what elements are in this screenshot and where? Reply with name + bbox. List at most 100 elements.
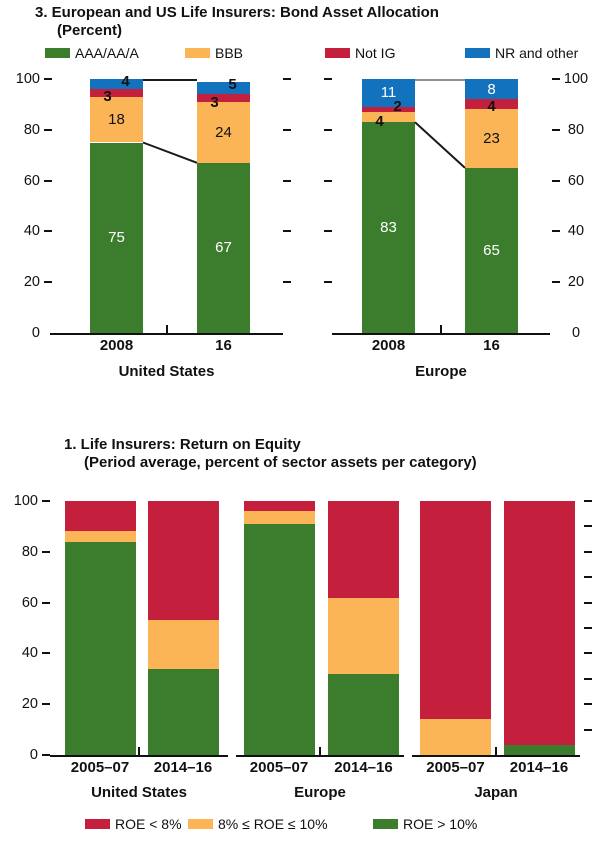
x-axis-line: [50, 755, 228, 757]
category-label: 2008: [371, 337, 406, 354]
legend-swatch-icon: [45, 48, 70, 58]
bar-value-label: 75: [108, 229, 125, 247]
bar-segment: [90, 142, 143, 333]
connector-line: [142, 141, 198, 164]
group-label: Europe: [415, 363, 467, 380]
bar-segment: [197, 101, 250, 163]
y-axis-tick-mark: [283, 78, 291, 80]
x-axis-line: [50, 333, 283, 335]
y-axis-tick-mark: [44, 179, 52, 182]
bar-segment: [328, 673, 399, 755]
y-axis-tick-mark: [44, 128, 52, 131]
y-axis-tick-mark: [324, 230, 332, 233]
bar-segment: [465, 79, 518, 100]
bar-segment: [503, 501, 575, 745]
y-axis-tick-mark: [283, 281, 291, 284]
x-axis-category-tick: [165, 325, 168, 333]
bar-segment: [90, 96, 143, 143]
category-label: 2014–16: [334, 759, 393, 776]
category-label: 2005–07: [70, 759, 130, 776]
bar-segment: [420, 719, 491, 755]
bar-segment: [243, 511, 315, 524]
y-axis-tick-mark: [584, 576, 592, 579]
category-label: 2014–16: [153, 759, 213, 776]
bar-segment: [243, 523, 315, 755]
y-axis-tick-mark: [552, 128, 560, 131]
y-axis-tick-mark: [42, 703, 50, 706]
bar-segment: [420, 501, 491, 720]
bar-value-label: 83: [380, 219, 397, 237]
group-label: United States: [118, 363, 215, 380]
bar-segment: [197, 81, 250, 95]
x-axis-line: [412, 755, 580, 757]
y-axis-tick-label: 100: [15, 71, 40, 87]
y-axis-tick-mark: [324, 128, 332, 131]
bar-value-label: 18: [108, 111, 125, 129]
bar-segment: [243, 501, 315, 512]
y-axis-tick-mark: [584, 728, 592, 731]
legend-item: ROE < 8%: [85, 816, 182, 832]
legend-item: BBB: [185, 45, 243, 61]
y-axis-tick-mark: [42, 754, 50, 756]
y-axis-tick-label: 60: [21, 594, 38, 611]
top-chart-title: 3. European and US Life Insurers: Bond A…: [35, 4, 439, 21]
bar-value-label: 11: [380, 84, 397, 102]
y-axis-tick-mark: [44, 230, 52, 233]
bar-segment: [465, 99, 518, 110]
bar-value-label: 5: [228, 76, 237, 94]
y-axis-tick-mark: [324, 281, 332, 284]
legend-swatch-icon: [185, 48, 210, 58]
legend-label: ROE < 8%: [115, 816, 182, 832]
bar-segment: [197, 162, 250, 333]
legend-item: NR and other: [465, 45, 578, 61]
bar-segment: [465, 109, 518, 168]
legend-label: BBB: [215, 45, 244, 61]
y-axis-tick-mark: [552, 230, 560, 233]
bar-segment: [64, 501, 136, 532]
y-axis-tick-mark: [42, 550, 50, 553]
legend-item: 8% ≤ ROE ≤ 10%: [188, 816, 328, 832]
bar-segment: [64, 531, 136, 542]
bar-segment: [362, 122, 415, 333]
y-axis-tick-label: 0: [571, 325, 581, 341]
category-label: 16: [215, 337, 232, 354]
y-axis-tick-mark: [283, 230, 291, 233]
connector-line: [414, 121, 466, 169]
y-axis-tick-mark: [324, 78, 332, 80]
bar-value-label: 4: [487, 97, 496, 115]
x-axis-category-tick: [495, 747, 497, 755]
x-axis-category-tick: [138, 747, 140, 755]
legend-item: Not IG: [325, 45, 395, 61]
legend-swatch-icon: [465, 48, 490, 58]
y-axis-tick-mark: [584, 703, 592, 706]
y-axis-tick-mark: [584, 550, 592, 553]
y-axis-tick-label: 40: [567, 223, 585, 240]
y-axis-tick-label: 80: [21, 543, 38, 560]
x-axis-line: [236, 755, 404, 757]
y-axis-tick-label: 80: [567, 121, 585, 138]
y-axis-tick-mark: [42, 652, 50, 655]
bar-value-label: 65: [483, 241, 500, 259]
y-axis-tick-mark: [552, 281, 560, 284]
bar-value-label: 23: [483, 130, 500, 148]
category-label: 2008: [99, 337, 134, 354]
y-axis-tick-mark: [584, 627, 592, 629]
bar-value-label: 3: [210, 93, 219, 111]
legend-label: AAA/AA/A: [75, 45, 139, 61]
bar-value-label: 67: [215, 239, 232, 257]
group-label: Japan: [474, 784, 518, 801]
bar-value-label: 4: [121, 72, 130, 90]
y-axis-tick-label: 80: [23, 121, 40, 138]
y-axis-tick-label: 40: [23, 223, 40, 240]
y-axis-tick-label: 20: [567, 274, 585, 291]
y-axis-tick-mark: [283, 128, 291, 131]
bar-segment: [328, 597, 399, 674]
bar-value-label: 2: [393, 97, 402, 115]
y-axis-tick-label: 100: [13, 493, 38, 509]
y-axis-tick-mark: [552, 78, 560, 80]
y-axis-tick-mark: [584, 500, 592, 502]
x-axis-category-tick: [319, 747, 321, 755]
bar-segment: [64, 541, 136, 755]
y-axis-tick-label: 0: [31, 325, 40, 341]
y-axis-tick-label: 0: [29, 747, 38, 763]
